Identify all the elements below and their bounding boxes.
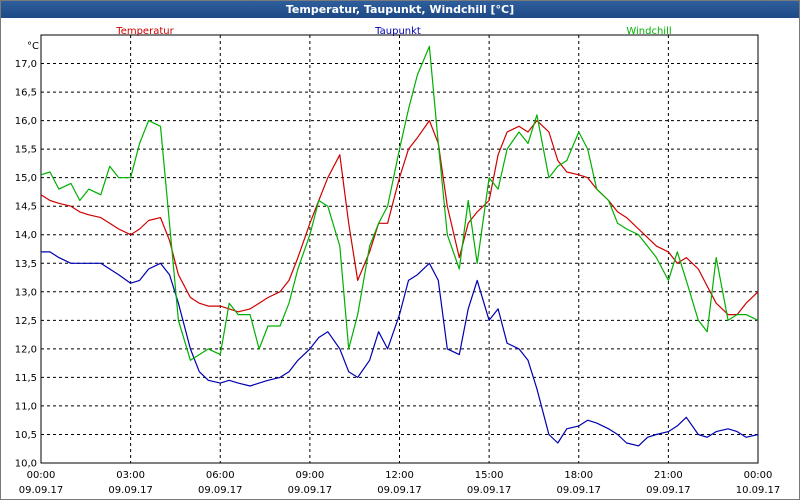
window-title: Temperatur, Taupunkt, Windchill [°C] bbox=[1, 1, 799, 18]
x-tick-date-label: 09.09.17 bbox=[467, 485, 512, 496]
legend-item-taupunkt: Taupunkt bbox=[374, 26, 421, 37]
x-tick-date-label: 09.09.17 bbox=[646, 485, 691, 496]
y-tick-label: 13,0 bbox=[15, 287, 37, 298]
y-tick-label: 16,5 bbox=[15, 88, 37, 99]
x-tick-date-label: 09.09.17 bbox=[19, 485, 64, 496]
legend-item-windchill: Windchill bbox=[626, 26, 671, 37]
grid bbox=[40, 34, 759, 464]
x-tick-time-label: 00:00 bbox=[744, 470, 773, 481]
y-tick-label: 14,5 bbox=[15, 202, 37, 213]
x-tick-time-label: 09:00 bbox=[295, 470, 324, 481]
x-tick-date-label: 09.09.17 bbox=[288, 485, 333, 496]
x-tick-date-label: 09.09.17 bbox=[377, 485, 422, 496]
legend-item-temperatur: Temperatur bbox=[115, 26, 174, 37]
y-tick-label: 17,0 bbox=[15, 59, 37, 70]
y-axis-label: °C bbox=[27, 41, 39, 52]
series-line-taupunkt bbox=[41, 251, 759, 447]
y-tick-label: 10,5 bbox=[15, 430, 37, 441]
x-tick-time-label: 00:00 bbox=[27, 470, 56, 481]
series-line-windchill bbox=[40, 45, 759, 361]
x-tick-time-label: 18:00 bbox=[564, 470, 593, 481]
y-tick-label: 12,5 bbox=[15, 316, 37, 327]
y-tick-label: 14,0 bbox=[15, 230, 37, 241]
y-tick-label: 12,0 bbox=[15, 344, 37, 355]
x-tick-time-label: 06:00 bbox=[206, 470, 235, 481]
series-lines bbox=[40, 45, 759, 447]
y-tick-label: 13,5 bbox=[15, 259, 37, 270]
axes: 10,0 10,5 11,0 11,5 12,0 12,5 13,0 13,5 14,0 14,5… bbox=[15, 41, 781, 496]
x-tick-time-label: 21:00 bbox=[654, 470, 683, 481]
x-tick-date-label: 09.09.17 bbox=[108, 485, 153, 496]
x-tick-time-label: 03:00 bbox=[116, 470, 145, 481]
x-tick-date-label: 09.09.17 bbox=[198, 485, 243, 496]
y-tick-label: 11,0 bbox=[15, 401, 37, 412]
x-tick-date-label: 09.09.17 bbox=[556, 485, 601, 496]
y-tick-label: 15,0 bbox=[15, 173, 37, 184]
y-tick-label: 15,5 bbox=[15, 145, 37, 156]
legend: Temperatur Taupunkt Windchill bbox=[115, 26, 671, 37]
y-tick-label: 10,0 bbox=[15, 459, 37, 470]
y-tick-label: 16,0 bbox=[15, 116, 37, 127]
x-tick-date-label: 10.09.17 bbox=[736, 485, 781, 496]
x-tick-time-label: 12:00 bbox=[385, 470, 414, 481]
series-line-temperatur bbox=[40, 119, 759, 316]
y-tick-label: 11,5 bbox=[15, 373, 37, 384]
x-tick-time-label: 15:00 bbox=[475, 470, 504, 481]
